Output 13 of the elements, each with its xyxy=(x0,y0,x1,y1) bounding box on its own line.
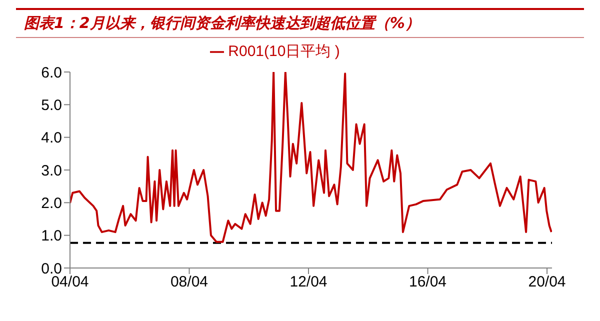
line-series xyxy=(70,72,552,243)
y-tick-label: 1.0 xyxy=(41,228,62,245)
y-tick-label: 2.0 xyxy=(41,194,62,212)
y-tick-label: 4.0 xyxy=(41,130,62,147)
y-tick-label: 5.0 xyxy=(41,96,62,114)
legend-label: R001(10日平均 ) xyxy=(228,43,340,60)
x-tick-label: 12/04 xyxy=(290,274,328,291)
y-tick-label: 3.0 xyxy=(41,162,62,180)
x-tick-label: 08/04 xyxy=(170,274,208,291)
chart-title: 图表1：2月以来，银行间资金利率快速达到超低位置（%） xyxy=(24,14,420,32)
y-tick-label: 6.0 xyxy=(41,64,62,82)
x-tick-label: 16/04 xyxy=(408,274,447,291)
x-tick-label: 20/04 xyxy=(528,274,566,291)
